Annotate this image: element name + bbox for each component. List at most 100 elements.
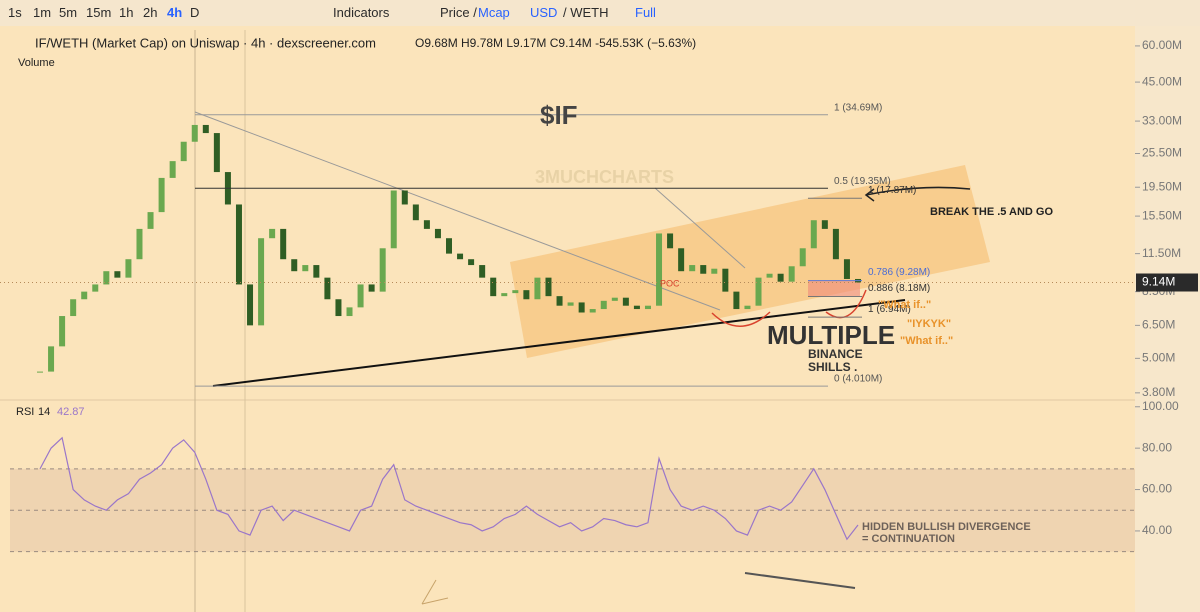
interval-button[interactable]: 1s [8, 5, 22, 20]
candle [567, 302, 574, 306]
arrow [864, 186, 971, 202]
interval-button[interactable]: 5m [59, 5, 78, 20]
candle [711, 268, 718, 274]
candle [92, 284, 99, 292]
indicators-button[interactable]: Indicators [333, 5, 390, 20]
candle [832, 228, 839, 260]
candle [777, 273, 784, 282]
candle [180, 141, 187, 162]
rsi-label: RSI [16, 406, 34, 418]
candle [633, 305, 640, 310]
candle [722, 268, 729, 292]
candle [368, 284, 375, 292]
y-tick-label: 19.50M [1142, 179, 1182, 193]
legend-title: IF/WETH (Market Cap) on Uniswap · 4h · d… [35, 35, 376, 50]
candle [799, 248, 806, 267]
candle [235, 204, 242, 285]
rsi-line [39, 436, 859, 541]
trendline [654, 187, 746, 269]
candle [401, 190, 408, 205]
candle [48, 346, 55, 372]
fib-label: 1 (6.94M) [868, 304, 911, 315]
rsi-value: 42.87 [57, 406, 85, 418]
candle [788, 266, 795, 282]
annotation: HIDDEN BULLISH DIVERGENCE [862, 521, 1031, 533]
arcs [711, 289, 867, 327]
fib-label: 1 (34.69M) [834, 102, 882, 113]
candle [678, 248, 685, 272]
annotation: "What if.." [878, 299, 931, 311]
legend-ohlc: O9.68M H9.78M L9.17M C9.14M -545.53K (−5… [415, 36, 696, 50]
currency-toggle[interactable]: USD [530, 5, 558, 20]
candle [125, 259, 132, 278]
candle [523, 290, 530, 300]
candle [545, 277, 552, 297]
candle [656, 233, 663, 306]
price-toggle[interactable]: Price / [440, 5, 477, 20]
interval-button[interactable]: 2h [143, 5, 158, 20]
pair-toggle[interactable]: / WETH [563, 5, 609, 20]
candle [213, 133, 220, 173]
candle [600, 300, 607, 310]
candle [490, 277, 497, 297]
trendline [194, 111, 721, 311]
interval-button[interactable]: 1m [33, 5, 52, 20]
candle [755, 277, 762, 306]
fib-label: 0.886 (8.18M) [868, 283, 930, 294]
candle [169, 161, 176, 178]
candle [37, 371, 43, 373]
candle [556, 296, 563, 306]
candle [191, 124, 198, 142]
candle [158, 177, 165, 213]
annotation: "What if.." [900, 335, 953, 347]
annotation: "IYKYK" [907, 318, 951, 330]
candle [136, 228, 143, 260]
mcap-toggle[interactable]: Mcap [478, 5, 510, 20]
candle [479, 265, 486, 278]
candle [821, 220, 828, 229]
fib-label: 0 (4.010M) [834, 374, 882, 385]
candle [324, 277, 331, 300]
rsi-length: 14 [38, 406, 50, 418]
candle [468, 259, 475, 266]
annotation: BREAK THE .5 AND GO [930, 206, 1053, 218]
candle [622, 297, 629, 306]
candle [534, 277, 541, 300]
candle [810, 220, 817, 249]
candle [302, 265, 309, 272]
candle [434, 228, 441, 239]
candle [578, 302, 585, 313]
candle [357, 284, 364, 308]
candle [589, 309, 596, 313]
candle [689, 265, 696, 272]
axis-bg [1135, 26, 1200, 612]
candle [733, 291, 740, 310]
y-tick-label: 60.00 [1142, 482, 1172, 496]
interval-button[interactable]: 1h [119, 5, 134, 20]
divergence-line [744, 572, 856, 589]
candle [457, 253, 464, 260]
y-tick-label: 25.50M [1142, 146, 1182, 160]
interval-button[interactable]: 15m [86, 5, 112, 20]
y-tick-label: 6.50M [1142, 318, 1175, 332]
current-price-label: 9.14M [1142, 275, 1175, 289]
annotation: = CONTINUATION [862, 533, 955, 545]
full-button[interactable]: Full [635, 5, 656, 20]
interval-button[interactable]: D [190, 5, 200, 20]
candle [644, 305, 651, 310]
candle [766, 273, 773, 278]
drawing [421, 579, 449, 605]
candle [81, 291, 88, 300]
y-tick-label: 60.00M [1142, 38, 1182, 52]
fib-label: 0.786 (9.28M) [868, 267, 930, 278]
candle [335, 299, 342, 317]
candle [313, 265, 320, 278]
y-tick-label: 100.00 [1142, 399, 1179, 413]
candle [843, 259, 850, 279]
chart: IF/WETH (Market Cap) on Uniswap · 4h · d… [0, 26, 1200, 612]
interval-button[interactable]: 4h [167, 5, 183, 20]
candle [202, 124, 209, 134]
candle [667, 233, 674, 249]
y-tick-label: 11.50M [1142, 246, 1181, 260]
